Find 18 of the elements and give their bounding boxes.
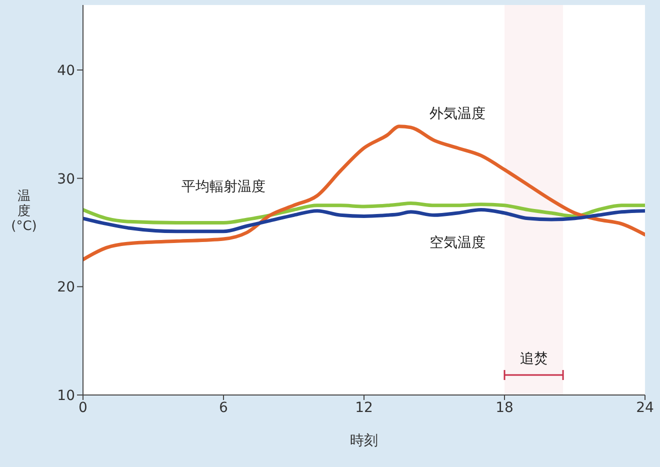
line-series bbox=[83, 202, 645, 224]
x-tick-label: 18 bbox=[496, 400, 514, 416]
series-label: 外気温度 bbox=[430, 106, 486, 122]
x-tick-label: 12 bbox=[355, 400, 373, 416]
series-label: 平均輻射温度 bbox=[182, 178, 266, 195]
y-axis-title: 温度(°C) bbox=[11, 189, 37, 234]
x-tick-label: 24 bbox=[636, 400, 654, 416]
y-tick-label: 20 bbox=[57, 280, 75, 296]
y-tick-label: 10 bbox=[57, 388, 75, 404]
y-tick-label: 30 bbox=[57, 171, 75, 188]
x-axis-title: 時刻 bbox=[350, 433, 378, 449]
band-label: 追焚 bbox=[520, 351, 548, 367]
line-series bbox=[83, 208, 645, 234]
x-tick-label: 6 bbox=[219, 400, 228, 416]
y-tick-label: 40 bbox=[57, 62, 75, 79]
line-series bbox=[83, 124, 645, 262]
x-tick-label: 0 bbox=[78, 400, 88, 416]
series-label: 空気温度 bbox=[430, 235, 486, 251]
